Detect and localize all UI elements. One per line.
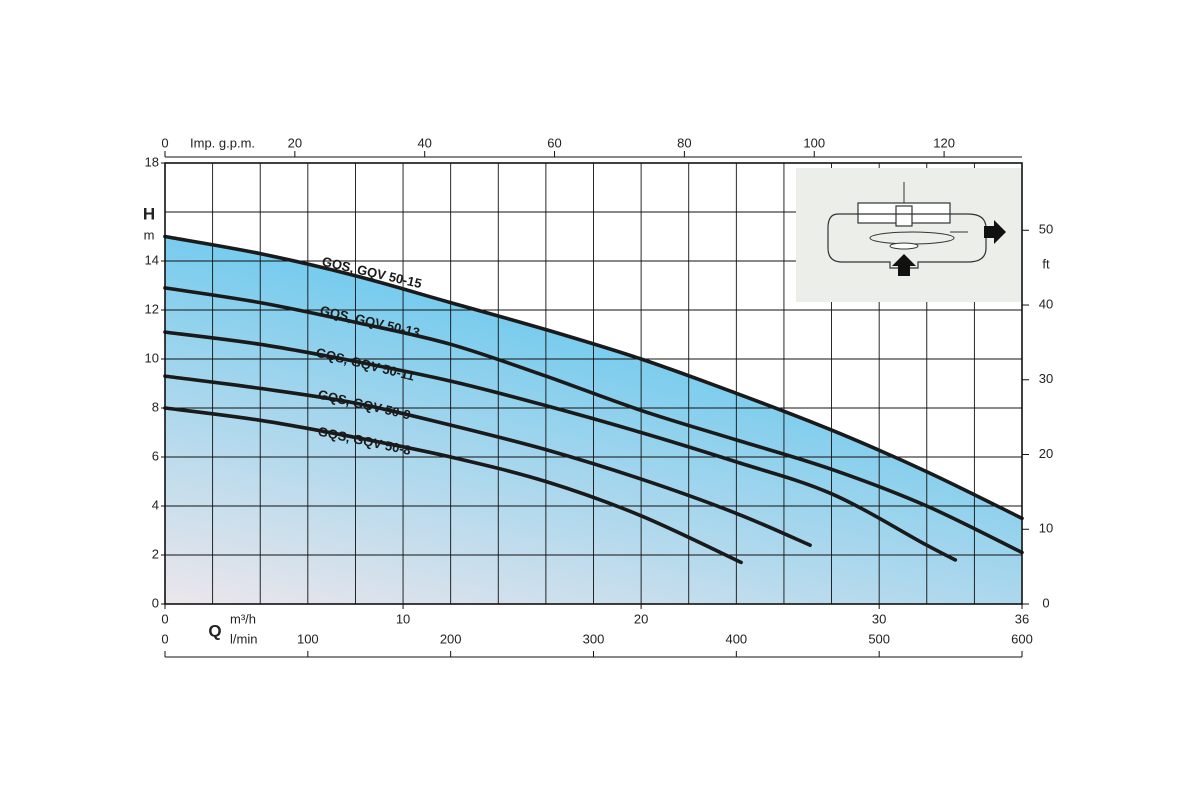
plot-frame bbox=[164, 162, 1023, 605]
x3-tick-label: 100 bbox=[297, 631, 319, 646]
inlet-arrow bbox=[892, 254, 916, 276]
outlet-arrow bbox=[984, 220, 1006, 244]
x-tick-label: 10 bbox=[396, 611, 410, 626]
x2-tick-label: 100 bbox=[803, 135, 825, 150]
y2-axis-label: ft bbox=[1042, 256, 1050, 271]
y-axis-unit: m bbox=[144, 227, 155, 242]
x2-tick-label: 40 bbox=[417, 135, 431, 150]
x3-tick-label: 0 bbox=[161, 631, 168, 646]
pump-curve bbox=[163, 406, 743, 565]
pump-curve bbox=[163, 374, 812, 547]
x2-tick-label: 20 bbox=[288, 135, 302, 150]
x-axis-unit: m³/h bbox=[230, 611, 256, 626]
y-tick-label: 6 bbox=[152, 448, 159, 463]
x-axis-label: Q bbox=[208, 621, 221, 640]
pump-curve bbox=[163, 330, 958, 562]
y-tick-label: 8 bbox=[152, 399, 159, 414]
x3-tick-label: 600 bbox=[1011, 631, 1033, 646]
y2-tick-label: 40 bbox=[1039, 296, 1053, 311]
pump-curve bbox=[163, 234, 1024, 521]
pump-schematic bbox=[796, 168, 1022, 302]
y-tick-label: 2 bbox=[152, 546, 159, 561]
pump-curve bbox=[163, 286, 1024, 555]
x2-tick-label: 120 bbox=[933, 135, 955, 150]
coupling bbox=[895, 205, 913, 227]
x-tick-label: 30 bbox=[872, 611, 886, 626]
y-tick-label: 12 bbox=[145, 301, 159, 316]
x-tick-label: 0 bbox=[161, 611, 168, 626]
y2-tick-label: 10 bbox=[1039, 521, 1053, 536]
x-tick-label: 36 bbox=[1015, 611, 1029, 626]
y2-tick-label: 0 bbox=[1042, 595, 1049, 610]
x2-tick-label: 0 bbox=[161, 135, 168, 150]
x3-tick-label: 300 bbox=[583, 631, 605, 646]
x2-tick-label: 60 bbox=[547, 135, 561, 150]
x3-tick-label: 200 bbox=[440, 631, 462, 646]
x3-tick-label: 500 bbox=[868, 631, 890, 646]
x3-axis-unit: l/min bbox=[230, 631, 257, 646]
y-axis-label: H bbox=[143, 204, 155, 223]
y-tick-label: 14 bbox=[145, 252, 159, 267]
eye bbox=[889, 242, 919, 250]
x2-axis-label: Imp. g.p.m. bbox=[190, 135, 255, 150]
y-tick-label: 18 bbox=[145, 154, 159, 169]
y-tick-label: 10 bbox=[145, 350, 159, 365]
x2-tick-label: 80 bbox=[677, 135, 691, 150]
y2-tick-label: 50 bbox=[1039, 222, 1053, 237]
y-tick-label: 0 bbox=[152, 595, 159, 610]
y2-tick-label: 20 bbox=[1039, 446, 1053, 461]
y-tick-label: 4 bbox=[152, 497, 159, 512]
x3-tick-label: 400 bbox=[725, 631, 747, 646]
x-tick-label: 20 bbox=[634, 611, 648, 626]
y2-tick-label: 30 bbox=[1039, 371, 1053, 386]
